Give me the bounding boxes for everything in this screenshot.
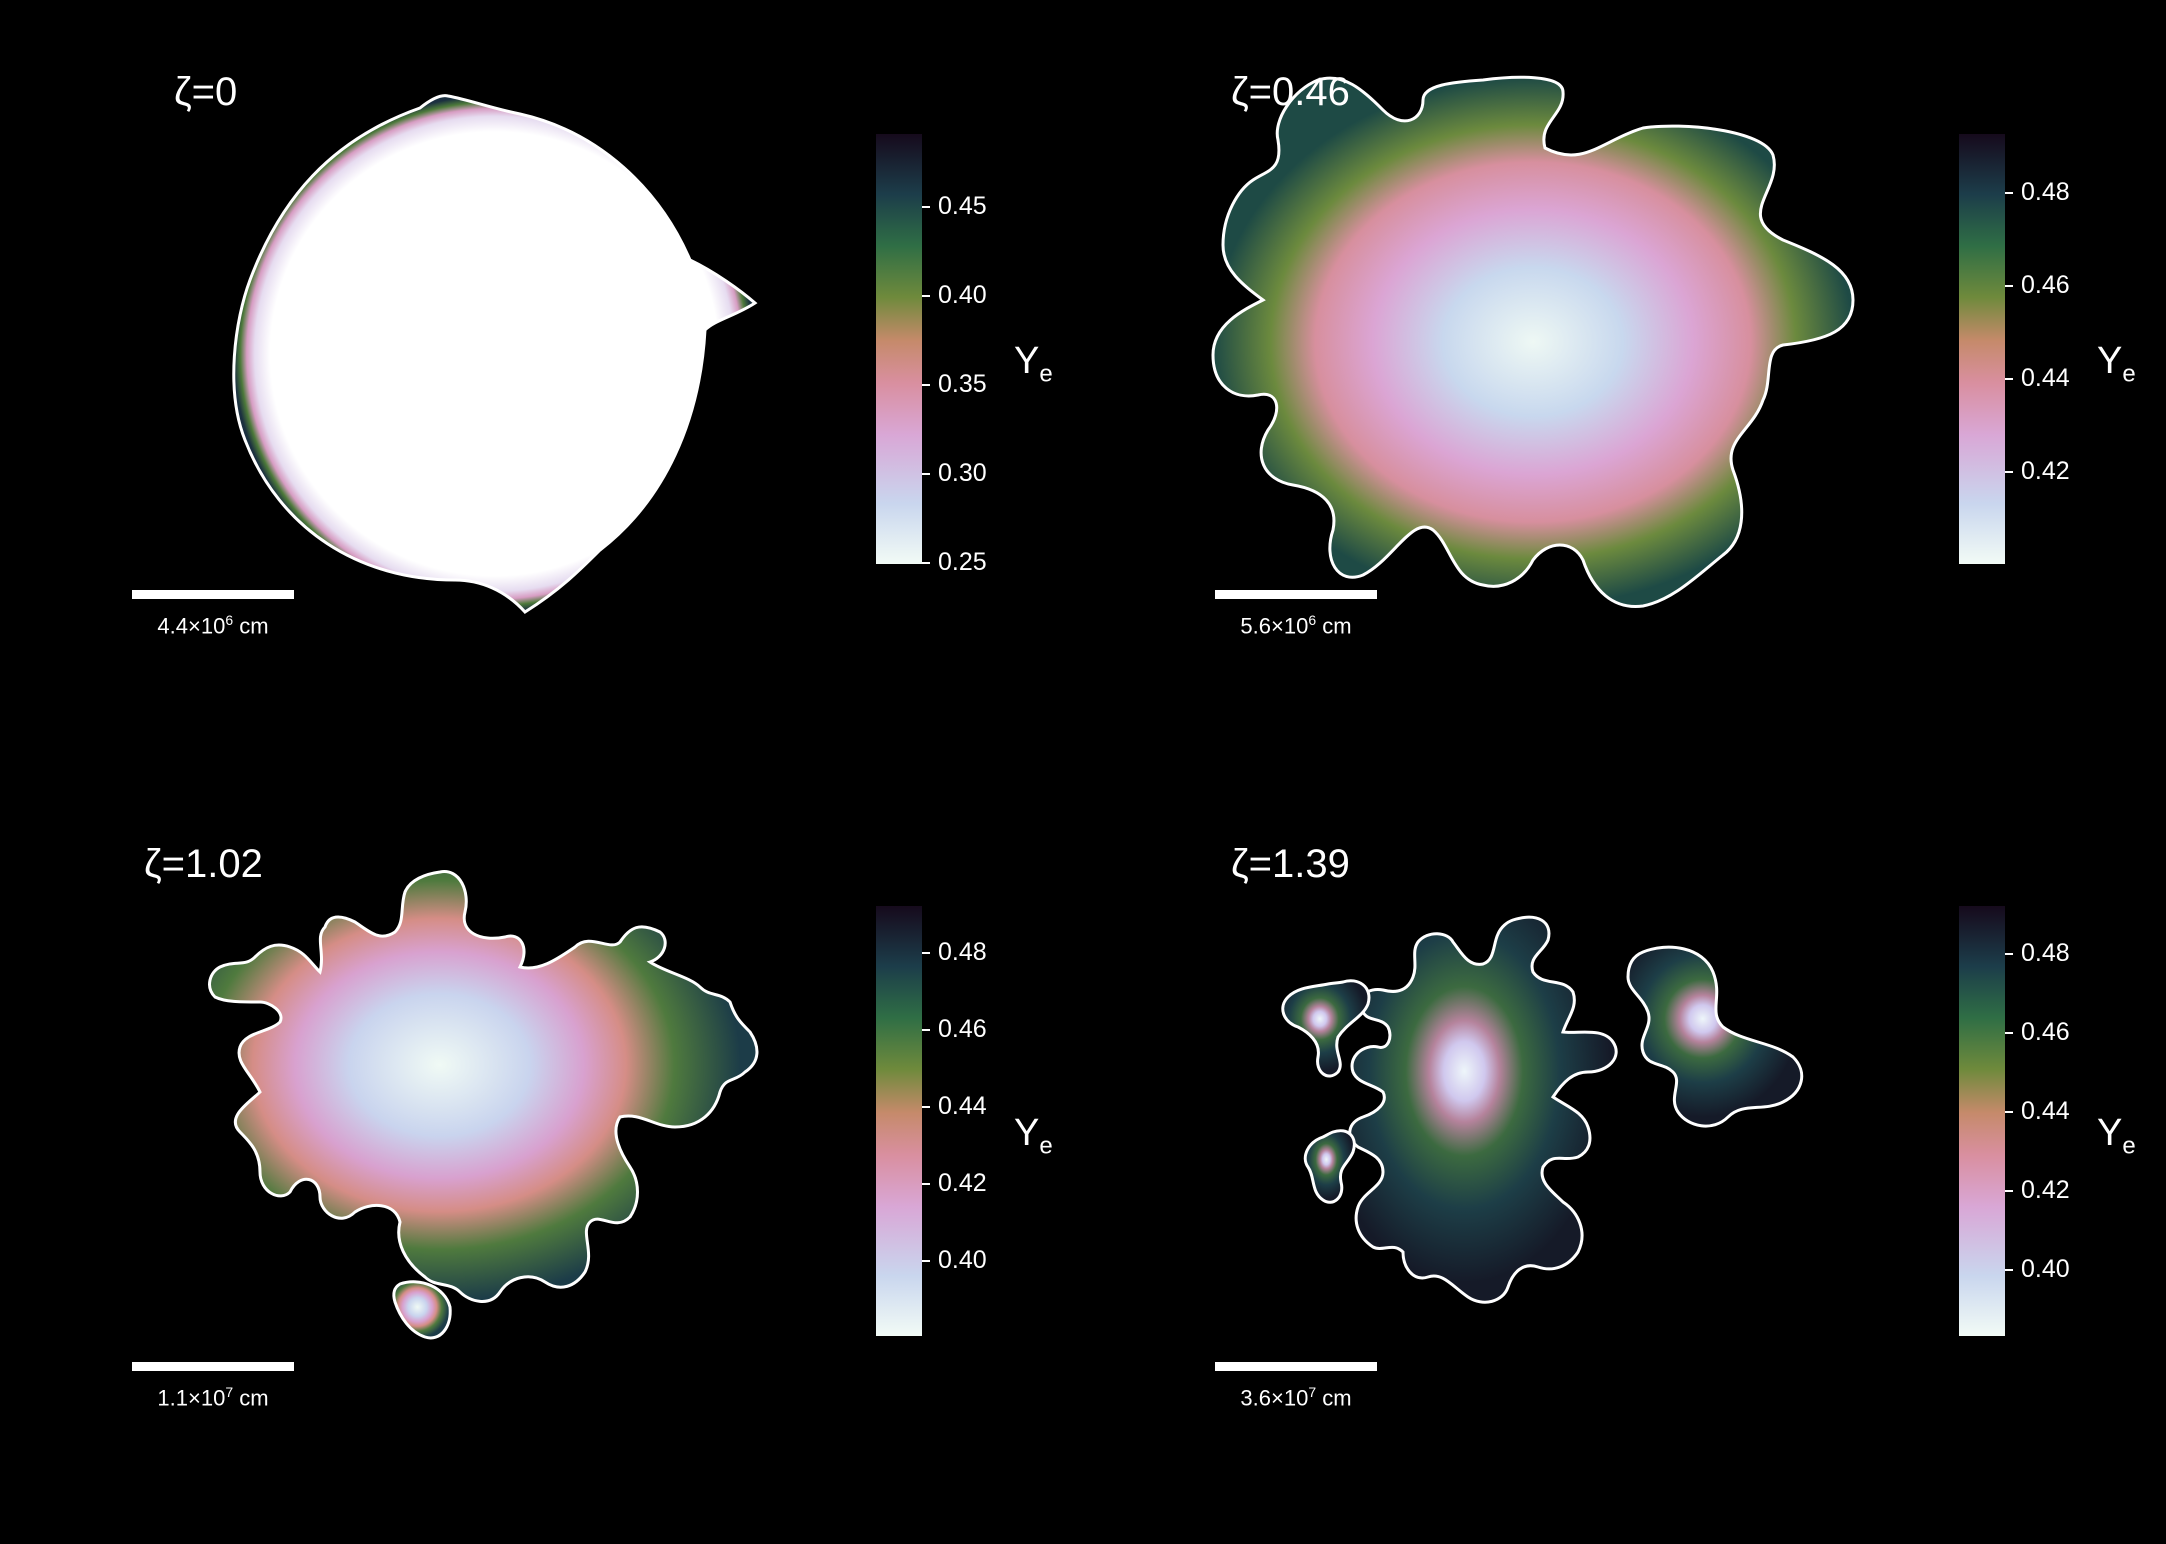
zeta-label: ζ=1.39 — [1231, 842, 1350, 886]
ye-field-arm-right — [1626, 945, 1804, 1128]
colorbar-tick — [2005, 378, 2013, 380]
ye-field-blob-3 — [208, 870, 759, 1303]
colorbar-label-main: Y — [1014, 340, 1040, 382]
colorbar-tick — [2005, 285, 2013, 287]
colorbar-tick-label: 0.42 — [2021, 457, 2070, 485]
colorbar-tick-label: 0.46 — [2021, 1018, 2070, 1046]
colorbar-tick-label: 0.40 — [938, 281, 987, 309]
zeta-label: ζ=0.46 — [1231, 70, 1350, 114]
ye-field-arm-lower-left — [1303, 1129, 1356, 1204]
colorbar-tick-label: 0.42 — [938, 1169, 987, 1197]
colorbar-label-main: Y — [2097, 340, 2123, 382]
scale-label: 1.1×107 cm — [157, 1384, 269, 1411]
colorbar-tick — [922, 1260, 930, 1262]
scale-mantissa: 4.4 — [157, 613, 188, 639]
colorbar-tick-label: 0.48 — [938, 938, 987, 966]
ye-field-blob-1 — [232, 94, 758, 614]
simulation-image-4 — [1281, 915, 1804, 1304]
scale-mantissa: 5.6 — [1240, 613, 1271, 639]
scale-label: 4.4×106 cm — [157, 612, 269, 639]
colorbar-tick — [922, 295, 930, 297]
ye-field-arm-left — [1281, 979, 1371, 1078]
colorbar-tick-label: 0.40 — [2021, 1255, 2070, 1283]
colorbar-tick-label: 0.46 — [938, 1015, 987, 1043]
colorbar-label: Ye — [2097, 340, 2136, 389]
colorbar-tick — [2005, 953, 2013, 955]
colorbar-tick-label: 0.44 — [2021, 364, 2070, 392]
colorbar-label-main: Y — [2097, 1112, 2123, 1154]
scale-exp: 7 — [1308, 1384, 1317, 1400]
scale-exp: 7 — [225, 1384, 234, 1400]
colorbar-label-sub: e — [2122, 360, 2136, 388]
colorbar — [1959, 906, 2005, 1336]
colorbar-tick — [922, 206, 930, 208]
colorbar-tick — [922, 1106, 930, 1108]
simulation-image-3 — [208, 870, 759, 1340]
scale-bar — [1215, 1362, 1377, 1371]
colorbar-tick-label: 0.30 — [938, 459, 987, 487]
scale-label: 3.6×107 cm — [1240, 1384, 1352, 1411]
colorbar-tick — [2005, 1269, 2013, 1271]
colorbar-tick-label: 0.48 — [2021, 178, 2070, 206]
colorbar — [1959, 134, 2005, 564]
colorbar-tick-label: 0.40 — [938, 1246, 987, 1274]
simulation-image-2 — [1211, 75, 1855, 608]
colorbar-tick — [2005, 1190, 2013, 1192]
ye-field-blob-2 — [1211, 75, 1855, 608]
colorbar — [876, 906, 922, 1336]
colorbar-tick — [922, 473, 930, 475]
colorbar-tick-label: 0.44 — [2021, 1097, 2070, 1125]
scale-bar — [132, 1362, 294, 1371]
colorbar-tick-label: 0.46 — [2021, 271, 2070, 299]
colorbar-tick-label: 0.44 — [938, 1092, 987, 1120]
scale-exp: 6 — [225, 612, 234, 628]
colorbar-label: Ye — [1014, 340, 1053, 389]
panel-zeta-1.02: ζ=1.02 1.1×107 cm 0.48 0.46 0.44 0.42 0.… — [0, 772, 1083, 1544]
colorbar-tick-label: 0.48 — [2021, 939, 2070, 967]
zeta-label: ζ=1.02 — [144, 842, 263, 886]
colorbar-tick — [2005, 192, 2013, 194]
colorbar-tick — [922, 384, 930, 386]
scale-exp: 6 — [1308, 612, 1317, 628]
scale-mantissa: 1.1 — [157, 1385, 188, 1411]
scale-bar — [132, 590, 294, 599]
ye-field-island — [392, 1280, 452, 1340]
colorbar-tick-label: 0.45 — [938, 192, 987, 220]
scale-bar — [1215, 590, 1377, 599]
panel-zeta-1.39: ζ=1.39 3.6×107 cm 0.48 0.46 0.44 0.42 0.… — [1083, 772, 2166, 1544]
scale-unit: cm — [239, 1385, 269, 1411]
colorbar-tick — [2005, 1111, 2013, 1113]
colorbar-label-sub: e — [2122, 1132, 2136, 1160]
colorbar-label-sub: e — [1039, 1132, 1053, 1160]
colorbar-tick-label: 0.42 — [2021, 1176, 2070, 1204]
colorbar-label-sub: e — [1039, 360, 1053, 388]
panel-zeta-0: ζ=0 4.4×106 cm 0.45 0.40 0.35 0.30 0.25 … — [0, 0, 1083, 772]
scale-unit: cm — [1322, 1385, 1352, 1411]
colorbar-tick — [922, 952, 930, 954]
scale-unit: cm — [239, 613, 269, 639]
colorbar-label: Ye — [1014, 1112, 1053, 1161]
colorbar-tick — [922, 1029, 930, 1031]
colorbar — [876, 134, 922, 564]
colorbar-tick-label: 0.35 — [938, 370, 987, 398]
scale-label: 5.6×106 cm — [1240, 612, 1352, 639]
simulation-image-1 — [232, 94, 758, 614]
panel-zeta-0.46: ζ=0.46 5.6×106 cm 0.48 0.46 0.44 0.42 Ye — [1083, 0, 2166, 772]
zeta-label: ζ=0 — [174, 70, 238, 114]
colorbar-tick — [922, 562, 930, 564]
colorbar-label-main: Y — [1014, 1112, 1040, 1154]
ye-field-blob-4 — [1348, 915, 1618, 1304]
scale-unit: cm — [1322, 613, 1352, 639]
colorbar-label: Ye — [2097, 1112, 2136, 1161]
colorbar-tick — [2005, 1032, 2013, 1034]
scale-mantissa: 3.6 — [1240, 1385, 1271, 1411]
colorbar-tick — [922, 1183, 930, 1185]
colorbar-tick — [2005, 471, 2013, 473]
colorbar-tick-label: 0.25 — [938, 548, 987, 576]
